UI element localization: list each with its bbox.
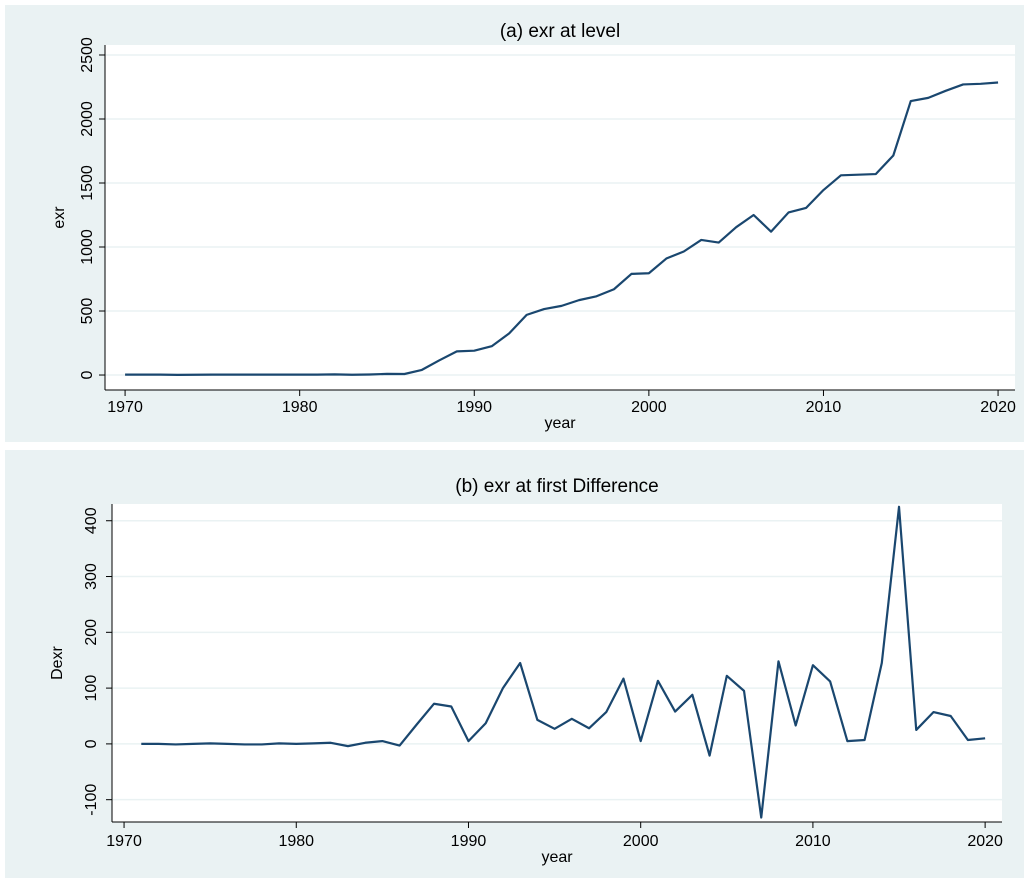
plot-area (112, 504, 1002, 822)
y-axis-label: Dexr (49, 645, 66, 679)
x-tick-label: 2010 (806, 399, 842, 416)
x-tick-label: 1980 (282, 399, 318, 416)
plot-area (105, 45, 1015, 390)
y-tick-label: 0 (79, 370, 96, 379)
x-axis-label: year (541, 849, 573, 866)
x-tick-label: 1990 (451, 833, 487, 850)
y-tick-label: 300 (83, 563, 100, 590)
y-tick-label: 200 (83, 619, 100, 646)
x-tick-label: 2020 (980, 399, 1016, 416)
y-tick-label: 2500 (79, 37, 96, 73)
chart-title: (b) exr at first Difference (455, 476, 658, 497)
y-tick-label: 100 (83, 675, 100, 702)
y-tick-label: -100 (83, 784, 100, 816)
y-tick-label: 400 (83, 507, 100, 534)
x-tick-label: 1990 (456, 399, 492, 416)
y-tick-label: 500 (79, 298, 96, 325)
x-tick-label: 1970 (107, 399, 143, 416)
y-tick-label: 0 (83, 739, 100, 748)
x-tick-label: 2010 (795, 833, 831, 850)
x-tick-label: 1980 (278, 833, 314, 850)
x-axis-label: year (544, 415, 576, 432)
y-tick-label: 1500 (79, 165, 96, 201)
x-tick-label: 2020 (967, 833, 1003, 850)
x-tick-label: 2000 (623, 833, 659, 850)
data-line (125, 81, 999, 376)
chart-title: (a) exr at level (500, 21, 620, 42)
y-axis-label: exr (51, 206, 68, 229)
y-tick-label: 2000 (79, 101, 96, 137)
x-tick-label: 2000 (631, 399, 667, 416)
y-tick-label: 1000 (79, 229, 96, 265)
x-tick-label: 1970 (106, 833, 142, 850)
data-line (141, 505, 986, 819)
